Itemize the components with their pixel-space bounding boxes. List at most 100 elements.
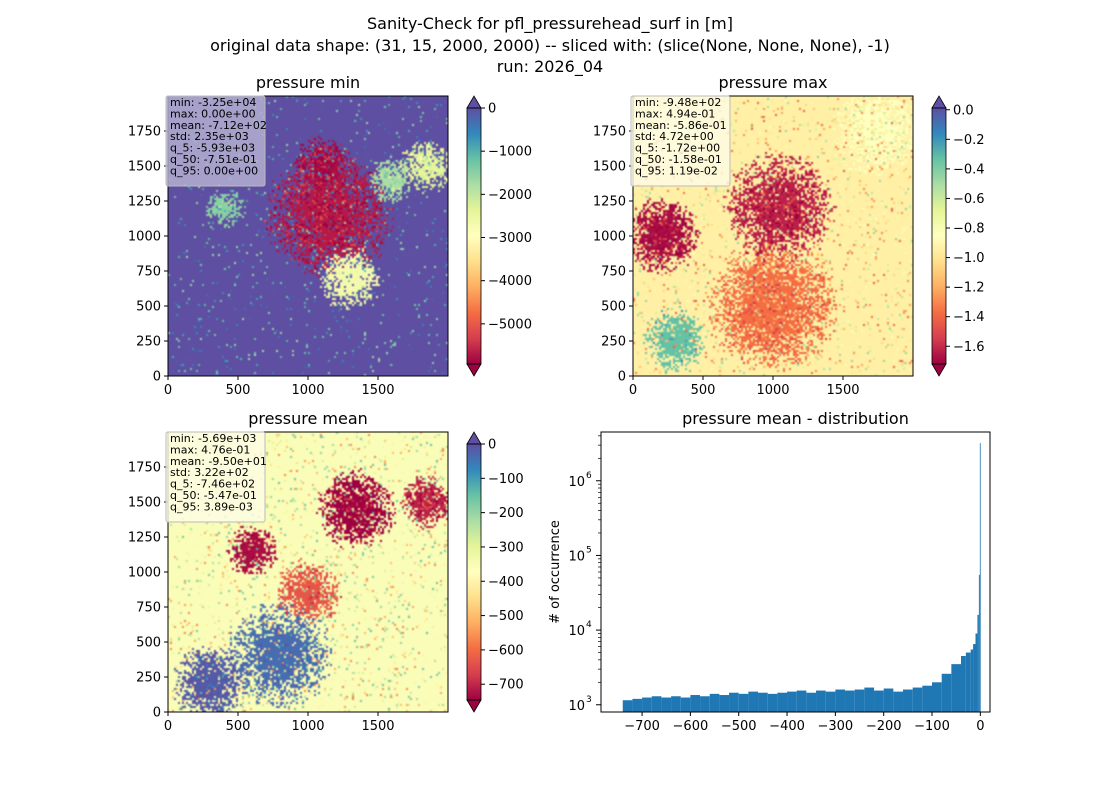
y-tick-label: 500 xyxy=(601,300,626,315)
colorbar-tick-label: −500 xyxy=(488,609,524,624)
histogram-bar xyxy=(787,691,797,712)
y-tick-label: 1000 xyxy=(128,566,161,581)
hist-y-tick-exponent: 5 xyxy=(586,545,592,555)
x-tick-label: 500 xyxy=(226,719,251,734)
stats-line: mean: -7.12e+02 xyxy=(170,119,267,132)
colorbar-tick-label: −1.0 xyxy=(953,251,985,266)
colorbar-tick-label: −200 xyxy=(488,506,524,521)
stats-line: std: 3.22e+02 xyxy=(170,466,249,479)
histogram-title: pressure mean - distribution xyxy=(682,409,909,428)
histogram-bar xyxy=(700,696,710,712)
stats-line: max: 4.76e-01 xyxy=(170,443,250,456)
hist-x-tick-label: −500 xyxy=(721,719,757,734)
stats-line: q_5: -7.46e+02 xyxy=(170,478,255,491)
colorbar-extend-top xyxy=(931,95,947,109)
histogram-bar xyxy=(854,689,865,712)
colorbar-tick-label: −1.4 xyxy=(953,310,985,325)
y-tick-label: 1250 xyxy=(593,195,626,210)
stats-line: q_95: 1.19e-02 xyxy=(635,164,718,177)
y-tick-label: 1500 xyxy=(128,496,161,511)
y-tick-label: 1250 xyxy=(128,195,161,210)
hist-x-tick-label: −200 xyxy=(866,719,902,734)
stats-line: q_50: -7.51e-01 xyxy=(170,153,257,166)
colorbar-tick-label: −0.2 xyxy=(953,133,985,148)
x-tick-label: 1500 xyxy=(361,719,394,734)
stats-box-bg xyxy=(630,95,731,187)
x-tick-label: 1000 xyxy=(291,383,324,398)
histogram-bar xyxy=(622,700,633,712)
y-tick-label: 0 xyxy=(153,706,161,721)
histogram-bar xyxy=(941,673,952,712)
histogram-bar xyxy=(874,690,884,712)
panel-max: pressure max 0 500 1000 1500 0 250 500 750 1000 12… xyxy=(593,73,985,398)
x-tick-label: 1000 xyxy=(291,719,324,734)
colorbar-tick-label: −0.4 xyxy=(953,162,985,177)
figure-suptitle: Sanity-Check for pfl_pressurehead_surf i… xyxy=(210,14,890,77)
hist-y-tick-label: 10 xyxy=(568,475,585,490)
stats-line: min: -5.69e+03 xyxy=(170,432,256,445)
hist-y-tick-label: 10 xyxy=(568,624,585,639)
x-tick-label: 0 xyxy=(164,719,172,734)
suptitle-line-2: original data shape: (31, 15, 2000, 2000… xyxy=(210,36,890,55)
hist-x-tick-label: −600 xyxy=(673,719,709,734)
histogram-bar xyxy=(729,692,739,712)
histogram-bar xyxy=(738,693,749,712)
stats-line: min: -9.48e+02 xyxy=(635,96,721,109)
histogram-bar xyxy=(777,692,788,712)
histogram-bar xyxy=(922,685,933,712)
colorbar-extend-bottom xyxy=(466,699,482,713)
y-tick-label: 250 xyxy=(136,671,161,686)
y-tick-label: 0 xyxy=(153,370,161,385)
histogram-bar xyxy=(719,695,730,712)
colorbar-tick-label: −3000 xyxy=(488,231,532,246)
histogram-bar xyxy=(642,697,652,712)
stats-line: q_5: -1.72e+00 xyxy=(635,142,720,155)
y-tick-label: 1250 xyxy=(128,531,161,546)
histogram-panel: pressure mean - distribution # of occurre… xyxy=(548,409,991,734)
colorbar-tick-label: −4000 xyxy=(488,274,532,289)
colorbar-extend-top xyxy=(466,95,482,109)
hist-x-tick-label: −700 xyxy=(624,719,660,734)
y-tick-label: 1000 xyxy=(593,230,626,245)
colorbar-tick-label: −2000 xyxy=(488,188,532,203)
stats-line: std: 4.72e+00 xyxy=(635,130,714,143)
histogram-bar xyxy=(690,695,701,712)
histogram-bar xyxy=(903,689,913,712)
panel-title: pressure mean xyxy=(248,409,368,428)
y-tick-label: 1750 xyxy=(593,125,626,140)
hist-y-tick-exponent: 6 xyxy=(586,471,592,481)
hist-x-tick-label: −400 xyxy=(769,719,805,734)
colorbar-extend-bottom xyxy=(466,363,482,377)
histogram-bar xyxy=(970,649,974,712)
y-tick-label: 1750 xyxy=(128,461,161,476)
histogram-bar xyxy=(932,682,942,712)
histogram-bar xyxy=(661,697,672,712)
y-tick-label: 750 xyxy=(136,601,161,616)
colorbar-tick-label: −1.2 xyxy=(953,281,985,296)
colorbar-tick-label: −5000 xyxy=(488,317,532,332)
histogram-bar xyxy=(835,689,846,712)
colorbar-frame xyxy=(931,107,947,365)
histogram-bar xyxy=(767,693,778,712)
histogram-bar xyxy=(951,664,962,712)
stats-line: q_95: 0.00e+00 xyxy=(170,164,258,177)
y-tick-label: 1500 xyxy=(128,160,161,175)
y-tick-label: 750 xyxy=(601,265,626,280)
y-tick-label: 1750 xyxy=(128,125,161,140)
histogram-bar xyxy=(671,696,681,712)
suptitle-line-1: Sanity-Check for pfl_pressurehead_surf i… xyxy=(367,14,733,34)
histogram-bar xyxy=(977,614,979,712)
stats-line: q_95: 3.89e-03 xyxy=(170,500,253,513)
histogram-bar xyxy=(965,652,971,712)
stats-line: q_50: -1.58e-01 xyxy=(635,153,722,166)
stats-line: max: 4.94e-01 xyxy=(635,107,715,120)
histogram-bar xyxy=(979,443,981,712)
hist-y-tick-label: 10 xyxy=(568,699,585,714)
histogram-bars xyxy=(622,443,981,712)
colorbar-tick-label: −1000 xyxy=(488,145,532,160)
colorbar-gradient xyxy=(467,444,481,700)
panel-title: pressure max xyxy=(718,73,827,92)
